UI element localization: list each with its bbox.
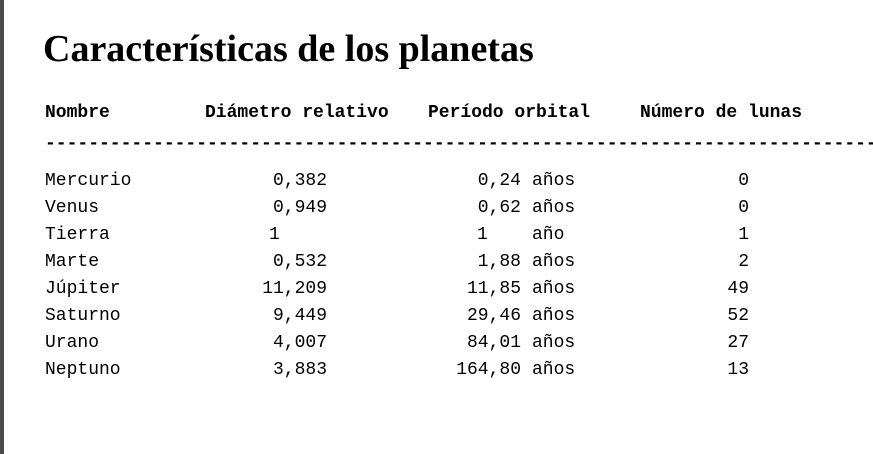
period-value: 164,80	[456, 360, 521, 380]
planet-name: Marte	[45, 252, 100, 272]
planet-name: Neptuno	[45, 360, 121, 380]
period-unit: año	[532, 225, 565, 245]
diameter-value: 1	[269, 225, 280, 245]
diameter-value: 0,382	[272, 171, 327, 191]
planet-name: Urano	[45, 333, 100, 353]
table-header: Nombre Diámetro relativo Período orbital…	[45, 100, 802, 235]
period-value: 11,85	[466, 279, 521, 299]
period-value: 0,24	[477, 171, 521, 191]
header-period: Período orbital	[428, 103, 591, 123]
planet-name: Júpiter	[45, 279, 121, 299]
diameter-value: 11,209	[262, 279, 327, 299]
header-moons: Número de lunas	[640, 103, 803, 123]
period-value: 29,46	[466, 306, 521, 326]
moons-value: 49	[727, 279, 749, 299]
diameter-value: 0,532	[272, 252, 327, 272]
planet-name: Saturno	[45, 306, 121, 326]
diameter-value: 3,883	[272, 360, 327, 380]
period-unit: años	[532, 333, 576, 353]
planet-name: Tierra	[45, 225, 110, 245]
period-unit: años	[532, 306, 576, 326]
period-value: 1	[477, 225, 488, 245]
moons-value: 27	[727, 333, 749, 353]
period-unit: años	[532, 360, 576, 380]
period-unit: años	[532, 252, 576, 272]
moons-value: 13	[727, 360, 749, 380]
diameter-value: 0,949	[272, 198, 327, 218]
planet-name: Venus	[45, 198, 100, 218]
header-name: Nombre	[45, 103, 110, 123]
planet-name: Mercurio	[45, 171, 132, 191]
period-unit: años	[532, 198, 576, 218]
period-value: 1,88	[477, 252, 521, 272]
moons-value: 1	[738, 225, 749, 245]
moons-value: 0	[738, 198, 749, 218]
diameter-value: 9,449	[272, 306, 327, 326]
window-edge	[0, 0, 4, 454]
moons-value: 0	[738, 171, 749, 191]
period-value: 0,62	[477, 198, 521, 218]
page-title: Características de los planetas	[43, 28, 534, 70]
moons-value: 2	[738, 252, 749, 272]
period-unit: años	[532, 171, 576, 191]
table-divider: ----------------------------------------…	[45, 134, 873, 154]
header-diameter: Diámetro relativo	[205, 103, 389, 123]
period-value: 84,01	[466, 333, 521, 353]
period-unit: años	[532, 279, 576, 299]
moons-value: 52	[727, 306, 749, 326]
diameter-value: 4,007	[272, 333, 327, 353]
